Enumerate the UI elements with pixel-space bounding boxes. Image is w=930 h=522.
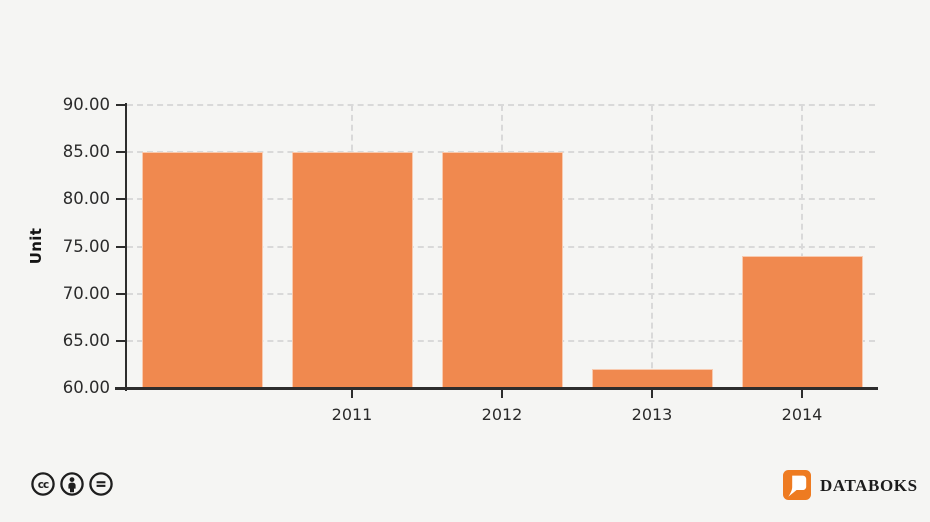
bar-2013 <box>591 369 713 388</box>
y-tick-mark <box>116 198 127 201</box>
attribution-person-icon <box>60 472 84 496</box>
x-tick-label: 2011 <box>331 405 373 424</box>
x-tick-mark <box>651 389 653 398</box>
no-derivatives-equals-icon <box>89 472 113 496</box>
x-tick-mark <box>801 389 803 398</box>
svg-text:cc: cc <box>38 479 49 491</box>
cc-icon: cc <box>31 472 55 496</box>
y-tick-label: 65.00 <box>62 330 110 350</box>
y-tick-mark <box>116 245 127 248</box>
vertical-gridline <box>651 105 653 388</box>
y-tick-label: 85.00 <box>62 142 110 162</box>
y-tick-mark <box>116 104 127 106</box>
y-axis-line <box>124 103 127 391</box>
y-tick-mark <box>116 151 127 154</box>
bar-unlabeled <box>141 152 263 388</box>
databoks-brand: DATABOKS <box>783 470 918 500</box>
x-tick-mark <box>501 389 503 398</box>
y-tick-label: 90.00 <box>62 95 110 114</box>
databoks-logo-icon <box>783 470 811 500</box>
bar-2014 <box>741 255 863 388</box>
bar-2012 <box>441 152 563 388</box>
y-tick-label: 80.00 <box>62 189 110 209</box>
x-tick-label: 2014 <box>781 405 823 424</box>
x-tick-mark <box>351 389 353 398</box>
y-tick-mark <box>116 292 127 295</box>
y-tick-label: 70.00 <box>62 283 110 303</box>
y-tick-label: 75.00 <box>62 236 110 256</box>
x-axis-line <box>115 387 878 390</box>
databoks-wordmark: DATABOKS <box>820 476 918 495</box>
y-tick-mark <box>116 339 127 342</box>
bar-2011 <box>291 152 413 388</box>
cc-license-icons: cc <box>31 472 113 496</box>
x-tick-label: 2012 <box>481 405 523 424</box>
x-tick-label: 2013 <box>631 405 673 424</box>
vertical-gridline <box>801 105 803 388</box>
y-tick-label: 60.00 <box>62 378 110 397</box>
